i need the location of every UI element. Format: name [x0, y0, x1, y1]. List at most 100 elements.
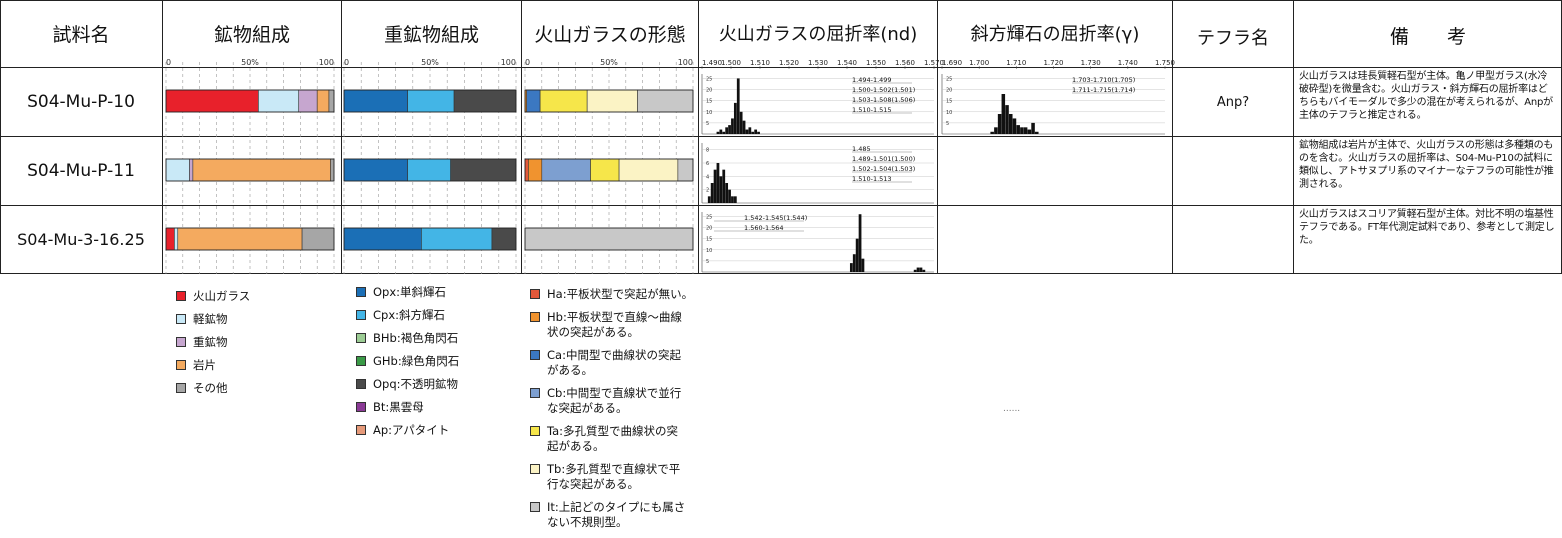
header-mineral: 鉱物組成: [213, 24, 290, 46]
legend-swatch: [530, 388, 540, 398]
legend-glass-form: Ha:平板状型で突起が無い。 Hb:平板状型で直線〜曲線 状の突起がある。 Ca:中間…: [527, 287, 707, 538]
bar-segment: [421, 227, 493, 251]
legend-swatch: [356, 425, 366, 435]
legend-label: Tb:多孔質型で直線状で平: [547, 462, 681, 476]
histogram-bar: [919, 267, 923, 272]
bar-segment: [343, 158, 408, 182]
bar-segment: [165, 89, 259, 113]
y-tick-label: 25: [706, 76, 712, 82]
bar-segment: [637, 89, 694, 113]
y-tick-label: 6: [706, 161, 709, 167]
annotation-label: 1.485: [852, 145, 871, 153]
legend-item: 重鉱物: [173, 335, 323, 350]
tick-label: 1.710: [1006, 59, 1026, 67]
tick-label: 1.720: [1043, 59, 1063, 67]
y-tick-label: 8: [706, 148, 709, 154]
legend-swatch: [530, 312, 540, 322]
bar-segment: [528, 158, 543, 182]
legend-mineral: 火山ガラス 軽鉱物 重鉱物 岩片 その他: [173, 289, 323, 404]
legend-swatch: [530, 350, 540, 360]
y-tick-label: 20: [706, 88, 712, 94]
bar-outline: [524, 158, 694, 182]
tick-label: 1.540: [837, 59, 857, 67]
legend-swatch: [176, 337, 186, 347]
tephra-name: Anp?: [1216, 95, 1250, 110]
histogram-bar: [861, 258, 865, 272]
histogram-bar: [725, 183, 729, 203]
header-remarks: 備 考: [1389, 26, 1466, 48]
histogram-bar: [707, 196, 711, 203]
bar-segment: [330, 158, 335, 182]
tick-label: 0: [344, 58, 349, 67]
legend-item: Ca:中間型で曲線状の突起 がある。: [527, 348, 707, 378]
histogram-bar: [748, 127, 752, 134]
legend-swatch: [530, 426, 540, 436]
annotation-label: 1.711-1.715(1.714): [1072, 86, 1135, 94]
header-opx-ri: 斜方輝石の屈折率(γ): [970, 24, 1140, 45]
annotation-label: 1.494-1.499: [852, 76, 892, 84]
histogram-bar: [997, 114, 1002, 134]
histogram-bar: [1001, 94, 1006, 134]
legend-item: 軽鉱物: [173, 312, 323, 327]
bar-outline: [524, 89, 694, 113]
bar-segment: [491, 227, 517, 251]
legend-item: Opx:単斜輝石: [353, 285, 518, 300]
y-tick-label: 10: [946, 110, 952, 116]
annotation-label: 1.500-1.502(1.501): [852, 86, 915, 94]
histogram-bar: [1020, 127, 1024, 134]
histogram-bar: [728, 125, 731, 134]
legend-label: Opq:不透明鉱物: [373, 377, 459, 391]
legend-item: Ap:アパタイト: [353, 423, 518, 438]
histogram-bar: [745, 129, 749, 134]
legend-label: It:上記どのタイプにも属さ: [547, 500, 686, 514]
legend-swatch: [530, 464, 540, 474]
annotation-label: 1.489-1.501(1.500): [852, 155, 915, 163]
y-tick-label: 20: [946, 88, 952, 94]
legend-item: Ha:平板状型で突起が無い。: [527, 287, 707, 302]
bar-outline: [165, 89, 335, 113]
bar-outline: [343, 89, 517, 113]
bar-segment: [192, 158, 331, 182]
annotation-label: 1.502-1.504(1.503): [852, 165, 915, 173]
legend-item: 岩片: [173, 358, 323, 373]
histogram-bar: [731, 118, 734, 134]
legend-label: ない不規則型。: [547, 515, 628, 529]
annotation-label: 1.542-1.545(1.544): [744, 214, 807, 222]
legend-item: Bt:黒雲母: [353, 400, 518, 415]
histogram-bar: [1016, 125, 1020, 134]
bar-segment: [541, 158, 591, 182]
legend-item: BHb:褐色角閃石: [353, 331, 518, 346]
remarks-text: 火山ガラスは珪長質軽石型が主体。亀ノ甲型ガラス(水冷破砕型)を微量含む。火山ガラ…: [1299, 71, 1553, 121]
tick-label: 100: [678, 58, 693, 67]
legend-swatch: [356, 379, 366, 389]
tick-label: 1.550: [866, 59, 886, 67]
histogram-bar: [733, 102, 737, 134]
legend-swatch: [176, 291, 186, 301]
histogram-bar: [731, 196, 734, 203]
tick-label: 1.750: [1155, 59, 1175, 67]
histogram-bar: [849, 263, 853, 272]
bar-outline: [165, 227, 335, 251]
y-tick-label: 4: [706, 174, 709, 180]
tick-label: 1.490: [702, 59, 722, 67]
histogram-bar: [719, 176, 723, 203]
histogram-bar: [751, 131, 755, 134]
bar-segment: [174, 227, 179, 251]
tick-label: 50%: [241, 58, 259, 67]
legend-label: 状の突起がある。: [547, 325, 639, 339]
header-glass-form: 火山ガラスの形態: [534, 24, 686, 46]
bar-outline: [343, 158, 517, 182]
header-glass-ri: 火山ガラスの屈折率(nd): [718, 24, 918, 45]
header-sample: 試料名: [52, 24, 110, 46]
legend-item: その他: [173, 381, 323, 396]
legend-swatch: [356, 356, 366, 366]
histogram-bar: [913, 269, 917, 272]
legend-label: BHb:褐色角閃石: [373, 331, 459, 345]
tick-label: 1.730: [1081, 59, 1101, 67]
legend-item: GHb:緑色角閃石: [353, 354, 518, 369]
y-tick-label: 2: [706, 188, 709, 194]
table-grid: [0, 0, 1562, 274]
histogram-bar: [716, 163, 720, 203]
legend-swatch: [530, 289, 540, 299]
